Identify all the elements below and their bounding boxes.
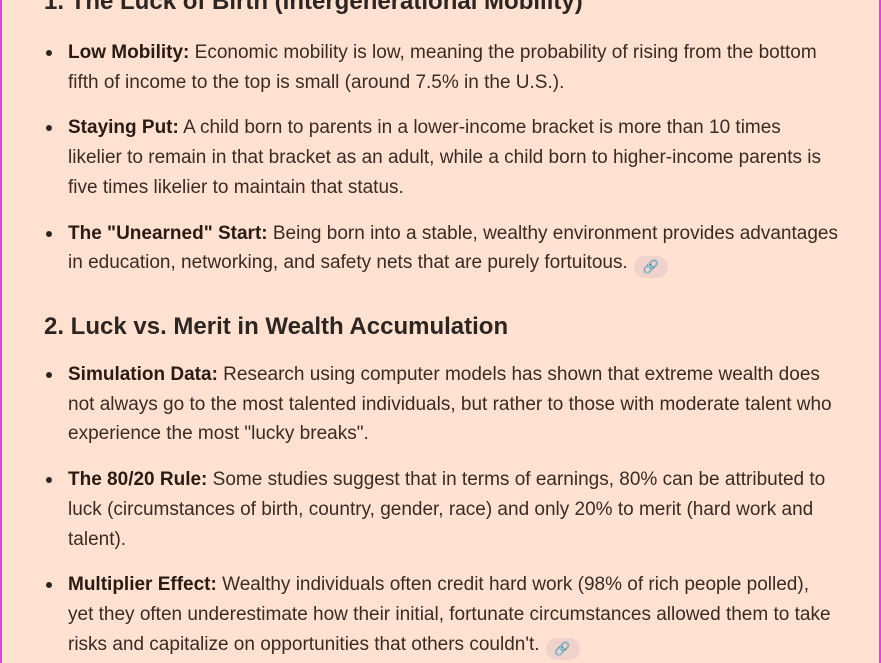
item-label: Simulation Data:	[68, 364, 218, 385]
list-item: The 80/20 Rule: Some studies suggest tha…	[2, 465, 838, 554]
list-item: Staying Put: A child born to parents in …	[2, 113, 838, 202]
item-label: The "Unearned" Start:	[68, 222, 268, 244]
bullet-list: Low Mobility: Economic mobility is low, …	[2, 38, 838, 279]
item-text: Being born into a stable, wealthy enviro…	[68, 222, 838, 274]
list-item: Multiplier Effect: Wealthy individuals o…	[2, 570, 838, 660]
link-icon[interactable]: 🔗	[545, 637, 580, 660]
item-label: The 80/20 Rule:	[68, 469, 208, 491]
section-heading: 2. Luck vs. Merit in Wealth Accumulation	[44, 313, 509, 340]
list-item: Low Mobility: Economic mobility is low, …	[2, 38, 838, 97]
item-label: Staying Put:	[68, 117, 179, 139]
item-text: Economic mobility is low, meaning the pr…	[68, 42, 817, 93]
list-item: The "Unearned" Start: Being born into a …	[2, 219, 838, 279]
link-icon[interactable]: 🔗	[633, 256, 668, 279]
item-label: Multiplier Effect:	[68, 574, 217, 596]
item-text: Research using computer models has shown…	[68, 364, 832, 445]
item-text: Some studies suggest that in terms of ea…	[68, 469, 826, 550]
item-label: Low Mobility:	[68, 42, 190, 63]
bullet-list: Simulation Data: Research using computer…	[2, 360, 832, 660]
section-heading: 1. The Luck of Birth (Intergenerational …	[44, 0, 583, 15]
item-text: A child born to parents in a lower-incom…	[68, 117, 821, 198]
list-item: Simulation Data: Research using computer…	[2, 360, 838, 449]
item-text: Wealthy individuals often credit hard wo…	[68, 574, 831, 655]
